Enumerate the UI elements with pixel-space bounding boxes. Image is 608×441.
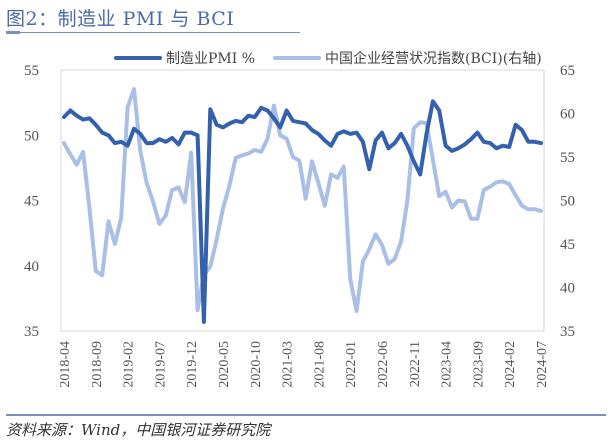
y-right-tick-label: 60 (560, 107, 575, 123)
series-line-bci (62, 87, 543, 313)
y-right-tick-label: 55 (560, 150, 575, 166)
x-tick-label: 2021-03 (281, 341, 296, 388)
x-tick-label: 2024-07 (535, 341, 550, 388)
x-tick-label: 2019-07 (153, 341, 168, 388)
x-tick-label: 2022-11 (408, 341, 423, 387)
y-right-tick-label: 45 (560, 237, 575, 253)
y-left-tick-label: 55 (24, 63, 39, 79)
y-left-tick-label: 40 (24, 259, 39, 275)
x-tick-label: 2022-01 (344, 341, 359, 388)
y-left-tick-label: 45 (24, 194, 39, 210)
legend-label-pmi: 制造业PMI % (166, 51, 256, 67)
title-underline-accent (6, 31, 20, 34)
legend-swatch-bci (273, 56, 322, 60)
x-tick-label: 2018-04 (58, 341, 73, 388)
title-underline (6, 32, 300, 33)
source-divider (6, 414, 606, 416)
series-line-pmi (62, 99, 543, 324)
x-tick-label: 2023-04 (440, 341, 455, 388)
x-tick-label: 2018-09 (90, 341, 105, 388)
legend-item-pmi: 制造业PMI % (114, 48, 255, 68)
x-tick-label: 2022-06 (376, 341, 391, 388)
y-left-tick-label: 50 (24, 128, 39, 144)
y-left-tick-label: 35 (24, 324, 39, 340)
chart-legend: 制造业PMI % 中国企业经营状况指数(BCI)(右轴) (114, 48, 542, 68)
figure-title: 图2：制造业 PMI 与 BCI (6, 8, 235, 30)
y-right-tick-label: 35 (560, 324, 575, 340)
legend-swatch-pmi (114, 56, 162, 60)
x-tick-label: 2020-05 (217, 341, 232, 388)
x-tick-label: 2020-10 (249, 341, 264, 388)
plot-area-frame (60, 69, 545, 332)
legend-item-bci: 中国企业经营状况指数(BCI)(右轴) (273, 48, 542, 68)
source-note: 资料来源：Wind，中国银河证券研究院 (6, 421, 271, 439)
y-right-tick-label: 50 (560, 194, 575, 210)
x-tick-label: 2019-02 (122, 341, 137, 388)
x-tick-label: 2021-08 (312, 341, 327, 388)
y-right-tick-label: 40 (560, 281, 575, 297)
y-right-tick-label: 65 (560, 63, 575, 79)
legend-label-bci: 中国企业经营状况指数(BCI)(右轴) (325, 51, 542, 67)
x-tick-label: 2024-02 (503, 341, 518, 388)
x-tick-label: 2019-12 (185, 341, 200, 388)
x-tick-label: 2023-09 (471, 341, 486, 388)
